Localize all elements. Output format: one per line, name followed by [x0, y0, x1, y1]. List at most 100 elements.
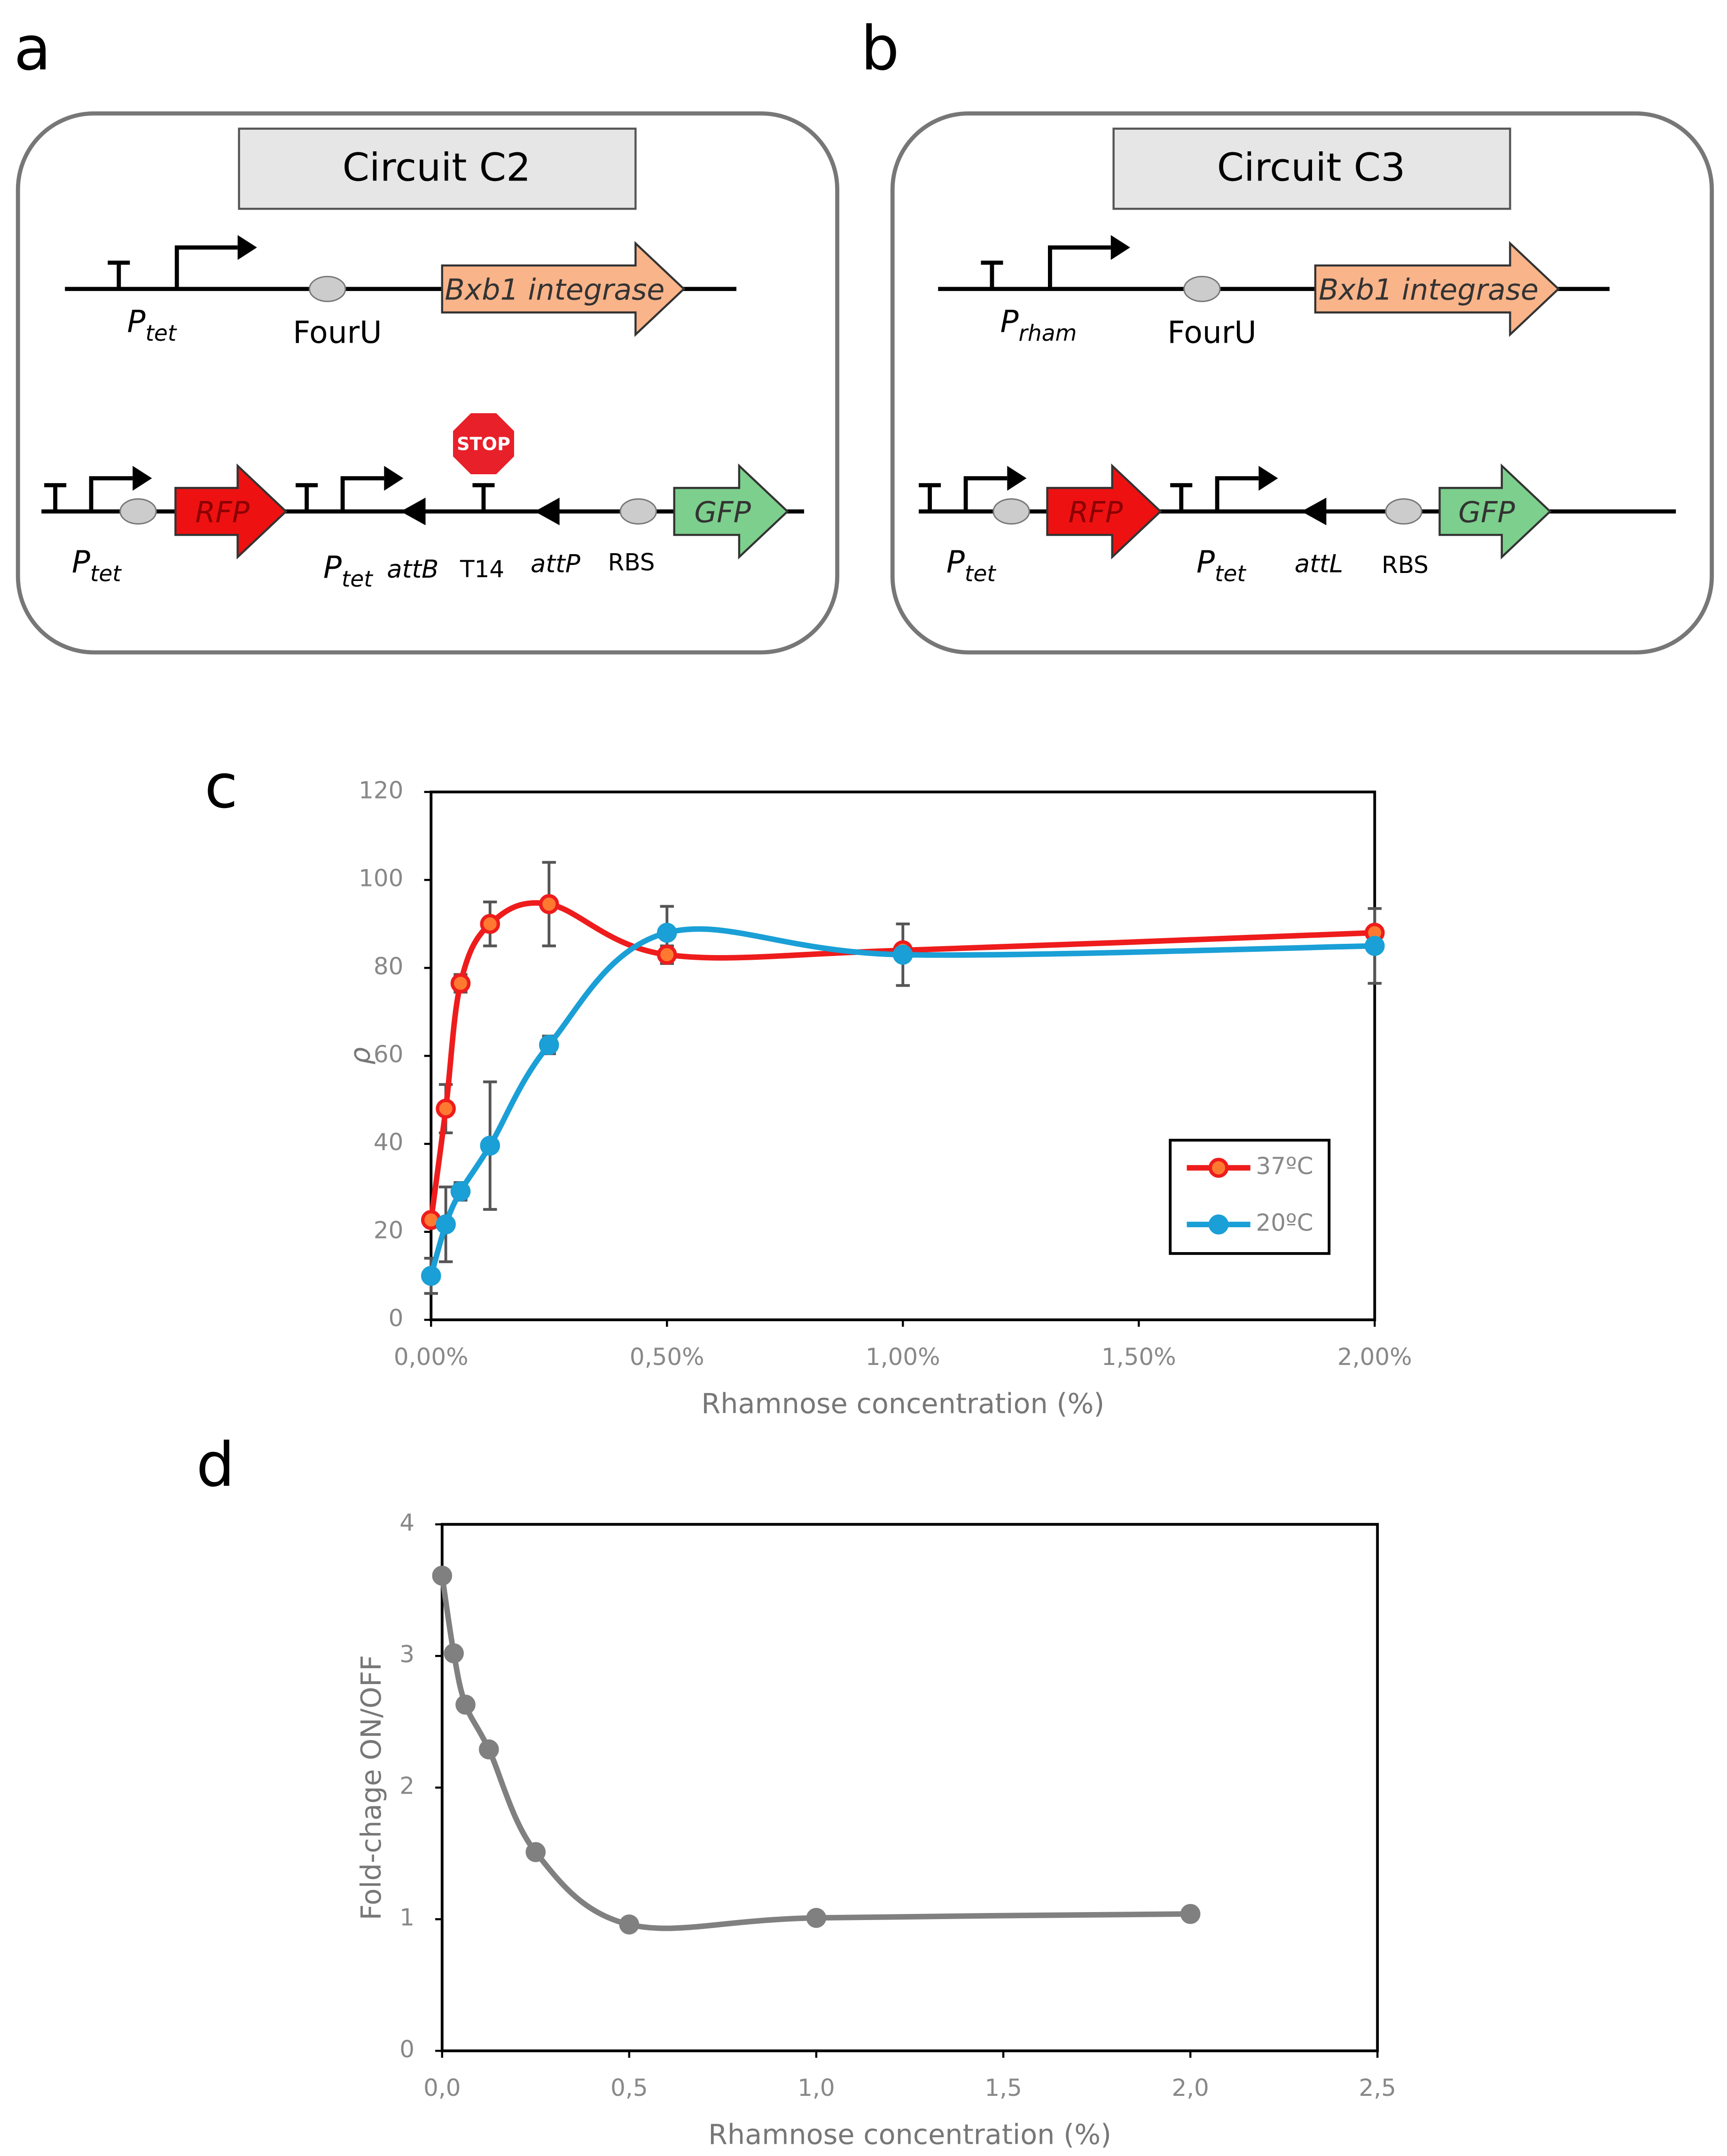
legend-marker: [1208, 1158, 1229, 1178]
x-tick-label: 1,0: [797, 2074, 835, 2101]
label-main: P: [1000, 304, 1019, 339]
circuit-title: Circuit C2: [343, 145, 531, 190]
label-sub: tet: [145, 320, 177, 346]
x-tick-label: 2,00%: [1337, 1343, 1412, 1371]
gene-arrow: [174, 463, 288, 560]
promoter-head: [1258, 466, 1278, 491]
point: [1180, 1904, 1201, 1924]
point: [421, 1266, 441, 1286]
legend-label: 37ºC: [1256, 1152, 1313, 1180]
part-label: RBS: [608, 549, 655, 576]
y-tick-label: 60: [374, 1041, 404, 1068]
x-tick-label: 1,50%: [1102, 1343, 1176, 1371]
att-site: [534, 497, 560, 525]
promoter: [340, 476, 384, 512]
title-box: [1112, 127, 1511, 210]
part-label: Ptet: [72, 544, 122, 586]
plot-frame: [440, 1523, 1379, 2053]
gene-label: Bxb1 integrase: [445, 273, 664, 307]
point: [539, 894, 559, 914]
label-main: P: [1196, 544, 1215, 580]
gene-label: RFP: [1069, 495, 1123, 529]
gene-arrow: [441, 241, 686, 337]
x-tick-label: 0,50%: [630, 1343, 704, 1371]
y-tick-label: 4: [399, 1509, 414, 1537]
att-site: [1301, 497, 1327, 525]
legend-marker: [1208, 1214, 1229, 1235]
y-tick-label: 0: [399, 2036, 414, 2063]
panel-letter: a: [14, 13, 51, 84]
gene-arrow: [1438, 463, 1552, 560]
point: [892, 944, 913, 965]
stop-text: STOP: [457, 434, 510, 455]
x-tick-label: 2,5: [1359, 2074, 1396, 2101]
point: [450, 1181, 471, 1202]
promoter: [963, 476, 1008, 512]
x-tick-label: 1,5: [985, 2074, 1022, 2101]
legend-box: [1169, 1138, 1331, 1255]
part-label: FourU: [1167, 315, 1256, 350]
point: [806, 1908, 827, 1928]
rbs: [992, 498, 1030, 525]
part-label: Ptet: [323, 550, 373, 592]
point: [656, 923, 677, 943]
point: [619, 1914, 640, 1935]
label-main: P: [127, 304, 145, 339]
y-tick-label: 120: [359, 776, 403, 804]
series-line: [439, 1575, 1191, 1931]
y-tick-label: 80: [374, 953, 404, 980]
panel-letter: d: [196, 1429, 234, 1500]
part-label: Ptet: [1196, 544, 1246, 586]
rbs: [309, 275, 346, 302]
point: [539, 1035, 559, 1055]
point: [444, 1643, 464, 1663]
promoter: [174, 245, 238, 289]
rbs: [1385, 498, 1422, 525]
legend-label: 20ºC: [1256, 1209, 1313, 1237]
y-tick-label: 100: [359, 865, 403, 892]
part-label: T14: [460, 556, 504, 583]
label-main: P: [946, 544, 965, 580]
promoter: [1215, 476, 1259, 512]
part-label: Ptet: [127, 304, 177, 346]
label-sub: tet: [90, 561, 122, 587]
y-tick-label: 0: [389, 1305, 404, 1332]
x-axis-label: Rhamnose concentration (%): [708, 2118, 1111, 2151]
y-tick-label: 3: [399, 1641, 414, 1668]
label-sub: tet: [342, 566, 373, 592]
stop-sign: [450, 410, 517, 477]
panel-letter: c: [204, 751, 238, 822]
point: [432, 1566, 453, 1586]
gene-label: RFP: [195, 495, 250, 529]
label-sub: tet: [965, 561, 996, 587]
promoter-head: [237, 235, 257, 260]
panel-letter: b: [861, 13, 899, 84]
gene-label: GFP: [1458, 495, 1515, 529]
x-tick-label: 0,5: [610, 2074, 648, 2101]
part-label: RBS: [1382, 551, 1429, 579]
part-label: FourU: [293, 315, 382, 350]
att-site: [400, 497, 426, 525]
label-main: P: [323, 550, 342, 585]
point: [436, 1214, 456, 1235]
point: [656, 944, 677, 965]
gene-label: Bxb1 integrase: [1319, 273, 1539, 307]
x-tick-label: 0,0: [423, 2074, 461, 2101]
y-tick-label: 2: [399, 1772, 414, 1800]
gene-arrow: [1314, 241, 1560, 337]
promoter: [1047, 245, 1111, 289]
point: [450, 973, 471, 994]
label-main: P: [72, 544, 90, 580]
y-tick-label: 1: [399, 1904, 414, 1931]
promoter: [89, 476, 133, 512]
part-label: Ptet: [946, 544, 996, 586]
point: [479, 1739, 499, 1760]
series-line: [428, 900, 1375, 1221]
gene-label: GFP: [694, 495, 751, 529]
point: [455, 1694, 476, 1715]
x-tick-label: 0,00%: [394, 1343, 469, 1371]
rbs: [619, 498, 657, 525]
rbs: [1183, 275, 1221, 302]
point: [1364, 936, 1385, 956]
